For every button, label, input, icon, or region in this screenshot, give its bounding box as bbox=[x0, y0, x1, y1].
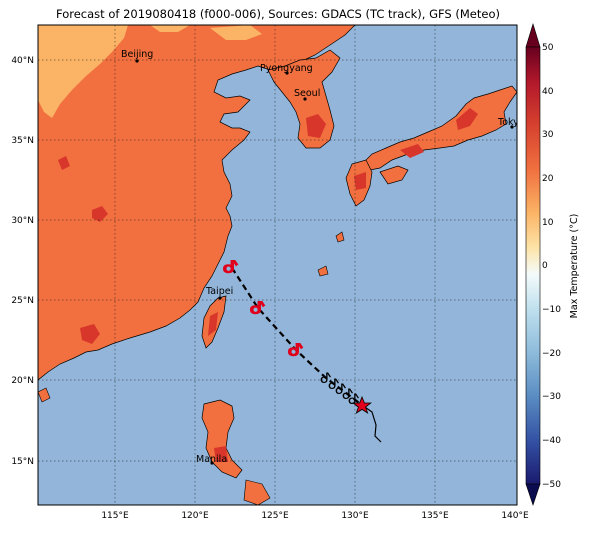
svg-text:ᕷ: ᕷ bbox=[287, 340, 305, 361]
colorbar-label: Max Temperature (°C) bbox=[569, 214, 580, 319]
lon-tick: 120°E bbox=[181, 511, 209, 521]
colorbar-tick: −30 bbox=[542, 392, 561, 402]
svg-text:ᕷ: ᕷ bbox=[249, 298, 267, 319]
city-markers: Beijing Pyongyang Seoul Tokyo Taipei Man… bbox=[121, 49, 525, 465]
lat-tick: 30°N bbox=[11, 216, 34, 226]
land-hot-taiwan bbox=[208, 312, 218, 336]
map-frame bbox=[37, 24, 518, 506]
land-china bbox=[38, 25, 356, 381]
track-past-line bbox=[361, 404, 382, 443]
land-hot-japan bbox=[456, 108, 478, 130]
colorbar-scale bbox=[525, 46, 541, 485]
lat-tick: 25°N bbox=[11, 296, 34, 306]
lon-tick: 135°E bbox=[421, 511, 449, 521]
land-ryukyu bbox=[335, 231, 345, 243]
city-label-taipei: Taipei bbox=[205, 286, 233, 297]
svg-text:ᕷ: ᕷ bbox=[328, 377, 340, 393]
city-label-manila: Manila bbox=[196, 454, 227, 465]
lon-tick: 140°E bbox=[501, 511, 529, 521]
svg-text:ᕷ: ᕷ bbox=[222, 257, 240, 278]
cyclone-observed-icon: ᕷ ᕷ ᕷ ᕷ ᕷ bbox=[320, 371, 360, 408]
lon-tick: 130°E bbox=[341, 511, 369, 521]
colorbar-tick: 0 bbox=[542, 261, 548, 271]
land-hot-japan-3 bbox=[354, 172, 366, 190]
land-mild-area-3 bbox=[150, 25, 190, 32]
graticule bbox=[38, 25, 517, 505]
city-label-pyongyang: Pyongyang bbox=[260, 63, 313, 74]
colorbar-tick: −40 bbox=[542, 436, 561, 446]
lon-tick: 125°E bbox=[261, 511, 289, 521]
lat-tick: 35°N bbox=[11, 136, 34, 146]
land-hot-area-3 bbox=[58, 156, 70, 170]
city-label-seoul: Seoul bbox=[294, 88, 320, 99]
svg-text:ᕷ: ᕷ bbox=[342, 387, 354, 403]
colorbar-tick: −20 bbox=[542, 349, 561, 359]
lat-tick: 15°N bbox=[11, 457, 34, 467]
land-hot-japan-2 bbox=[400, 144, 424, 158]
svg-text:ᕷ: ᕷ bbox=[335, 382, 347, 398]
current-position-star-icon bbox=[352, 395, 372, 414]
colorbar: 50 40 30 20 10 0 −10 −20 −30 −40 −50 Max… bbox=[525, 22, 580, 506]
land-hot-korea bbox=[306, 114, 326, 138]
land-islands-south bbox=[243, 479, 271, 505]
colorbar-tick: 50 bbox=[542, 43, 554, 53]
colorbar-tick: 30 bbox=[542, 130, 554, 140]
map-area: ᕷ ᕷ ᕷ ᕷ ᕷ ᕷ ᕷ ᕷ Beijing Pyongyang Seoul … bbox=[38, 25, 525, 505]
colorbar-tick: −50 bbox=[542, 480, 561, 490]
colorbar-tick: −10 bbox=[542, 305, 561, 315]
land-mild-area bbox=[38, 25, 128, 118]
lon-axis: 115°E 120°E 125°E 130°E 135°E 140°E bbox=[101, 511, 529, 521]
land-okinawa bbox=[317, 265, 329, 277]
land-mild-area-2 bbox=[210, 25, 262, 40]
city-label-beijing: Beijing bbox=[121, 49, 153, 60]
colorbar-tick: 10 bbox=[542, 218, 554, 228]
land-japan-shikoku bbox=[379, 165, 409, 185]
track-forecast-line bbox=[231, 267, 363, 406]
lat-tick: 20°N bbox=[11, 376, 34, 386]
svg-text:ᕷ: ᕷ bbox=[348, 392, 360, 408]
land-luzon bbox=[201, 399, 243, 479]
land-hot-luzon bbox=[214, 446, 228, 462]
storm-track: ᕷ ᕷ ᕷ ᕷ ᕷ ᕷ ᕷ ᕷ bbox=[222, 257, 382, 443]
colorbar-top-extension bbox=[525, 22, 541, 48]
lat-axis: 15°N 20°N 25°N 30°N 35°N 40°N bbox=[11, 56, 34, 467]
land-hot-area-2 bbox=[80, 324, 100, 344]
land-hainan bbox=[38, 387, 51, 403]
land-hot-area bbox=[92, 206, 108, 222]
lat-tick: 40°N bbox=[11, 56, 34, 66]
map-title: Forecast of 2019080418 (f000-006), Sourc… bbox=[56, 7, 500, 21]
colorbar-tick: 20 bbox=[542, 174, 554, 184]
colorbar-tick: 40 bbox=[542, 87, 554, 97]
cyclone-forecast-icon: ᕷ ᕷ ᕷ bbox=[222, 257, 305, 361]
lon-tick: 115°E bbox=[101, 511, 129, 521]
svg-text:ᕷ: ᕷ bbox=[320, 371, 332, 387]
city-label-tokyo: Tokyo bbox=[497, 117, 525, 128]
colorbar-bottom-extension bbox=[525, 483, 541, 506]
colorbar-ticks: 50 40 30 20 10 0 −10 −20 −30 −40 −50 bbox=[542, 43, 561, 490]
